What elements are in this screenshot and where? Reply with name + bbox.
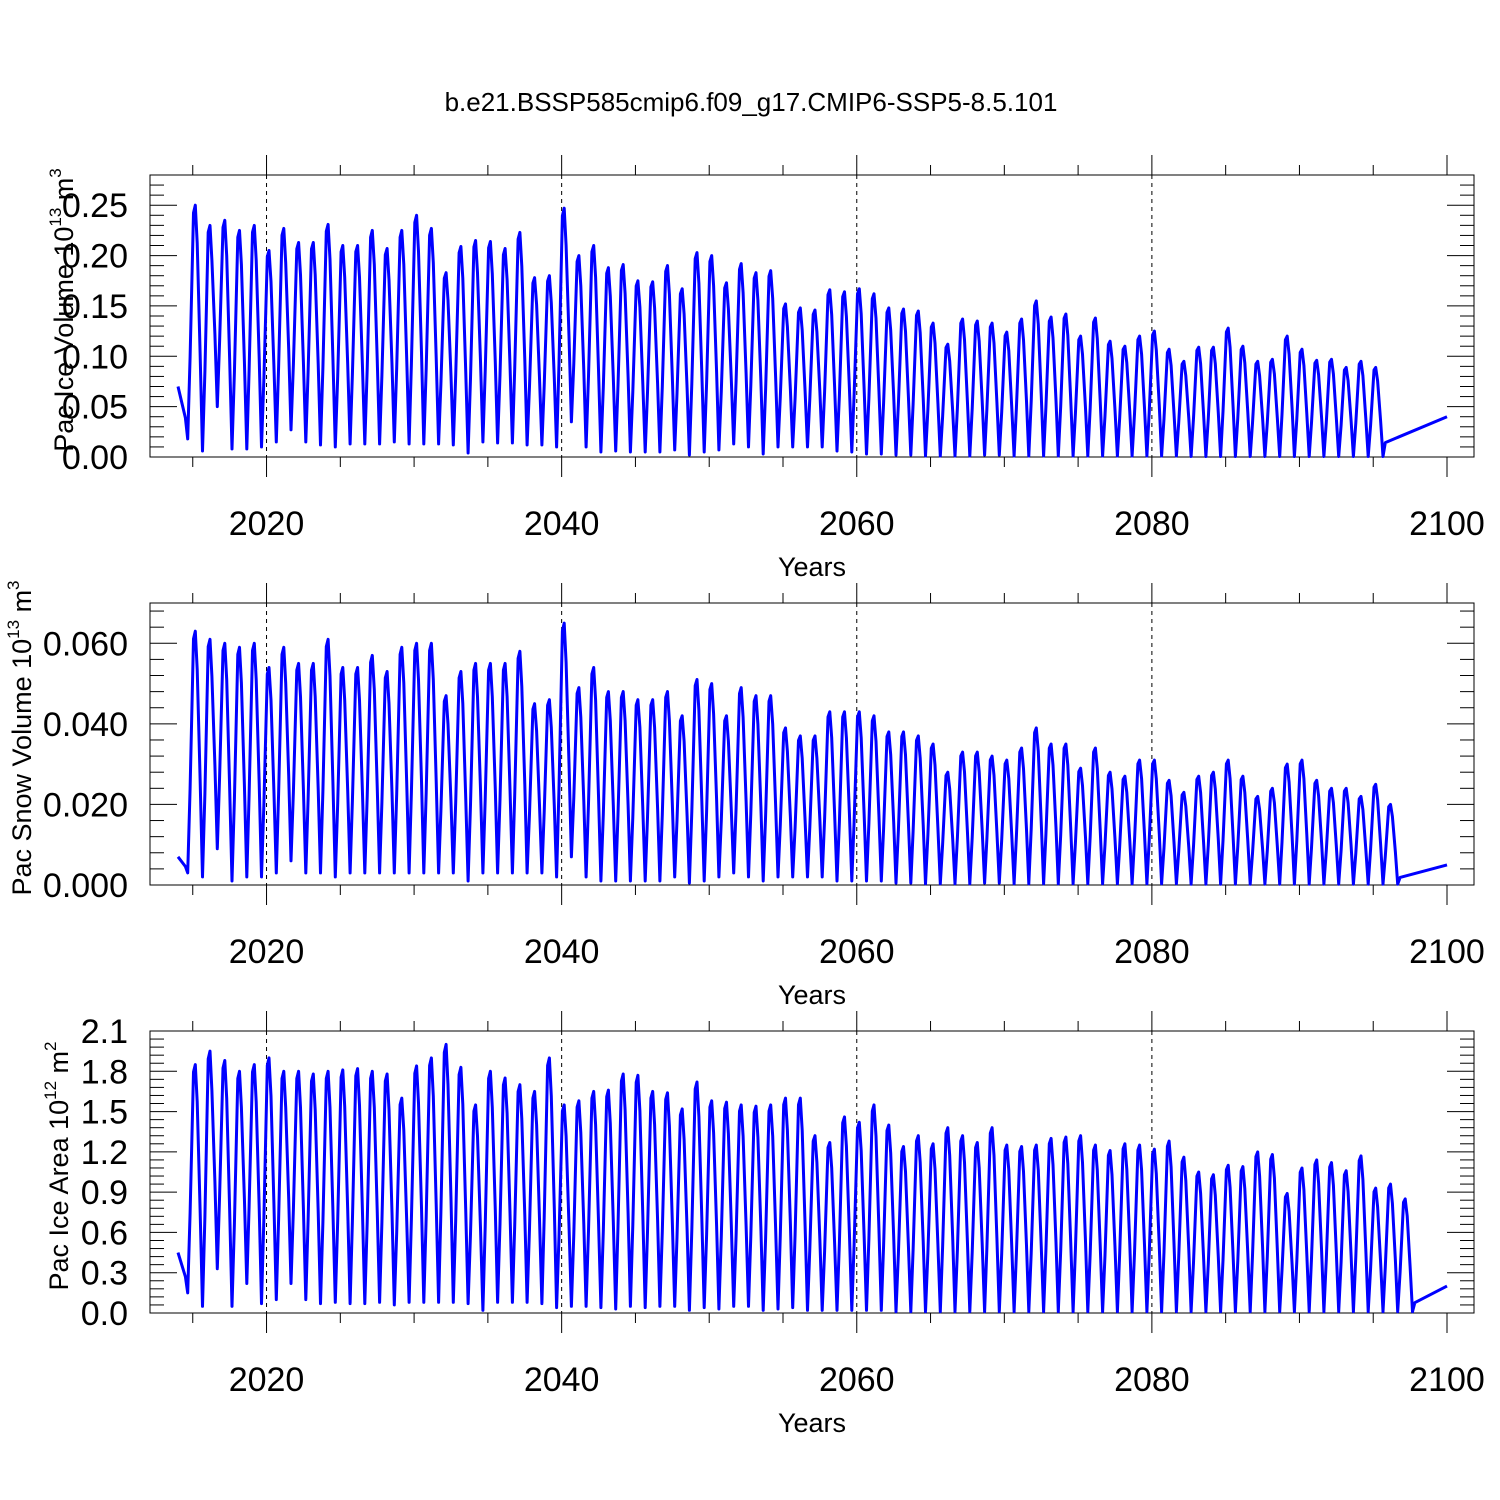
plot-frame [149,602,1475,886]
y-axis-label: Pac Ice Area 1012 m2 [41,1041,74,1290]
x-tick-label: 2080 [1114,1361,1190,1399]
x-tick-label: 2100 [1409,1361,1485,1399]
y-tick-label: 1.8 [81,1053,128,1091]
y-tick-label: 0.020 [43,786,128,824]
x-tick-label: 2040 [524,505,600,543]
y-tick-label: 1.5 [81,1094,128,1132]
x-tick-label: 2040 [524,933,600,971]
y-tick-label: 0.6 [81,1214,128,1252]
y-tick-label: 0.10 [62,338,128,376]
x-tick-label: 2100 [1409,933,1485,971]
y-tick-label: 0.00 [62,439,128,477]
x-tick-label: 2020 [229,505,305,543]
series-line [176,1042,1448,1314]
x-tick-label: 2080 [1114,505,1190,543]
x-tick-label: 2040 [524,1361,600,1399]
x-axis-label: Years [778,1408,846,1438]
y-tick-label: 0.000 [43,867,128,905]
figure-title: b.e21.BSSP585cmip6.f09_g17.CMIP6-SSP5-8.… [445,87,1058,117]
x-tick-label: 2020 [229,1361,305,1399]
y-tick-label: 1.2 [81,1134,128,1172]
y-tick-label: 0.25 [62,187,128,225]
series-line [176,621,1448,886]
x-tick-label: 2080 [1114,933,1190,971]
x-tick-label: 2020 [229,933,305,971]
x-axis-label: Years [778,552,846,582]
x-tick-label: 2060 [819,1361,895,1399]
panel-ice-volume: 2020 2040 2060 2080 2100 Years 0.00 0.05 0.10 0.1… [46,155,1485,582]
y-tick-label: 0.20 [62,238,128,276]
y-tick-label: 0.05 [62,389,128,427]
panel-snow-volume: 2020 2040 2060 2080 2100 Years 0.000 0.020 0.040… [4,580,1485,1010]
y-tick-label: 0.9 [81,1174,128,1212]
y-axis-label: Pac Ice Volume 1013 m3 [46,168,79,452]
x-tick-label: 2100 [1409,505,1485,543]
y-tick-label: 0.15 [62,288,128,326]
series-line [176,203,1448,458]
y-tick-label: 0.040 [43,706,128,744]
y-tick-label: 0.3 [81,1255,128,1293]
x-axis-label: Years [778,980,846,1010]
panel-ice-area: 2020 2040 2060 2080 2100 Years 0.00.30.60.91.2… [41,1011,1485,1438]
y-axis-label: Pac Snow Volume 1013 m3 [4,580,37,895]
y-tick-label: 0.060 [43,625,128,663]
plot-frame [149,1030,1475,1314]
x-tick-label: 2060 [819,933,895,971]
y-tick-label: 2.1 [81,1013,128,1051]
y-tick-label: 0.0 [81,1295,128,1333]
x-tick-label: 2060 [819,505,895,543]
